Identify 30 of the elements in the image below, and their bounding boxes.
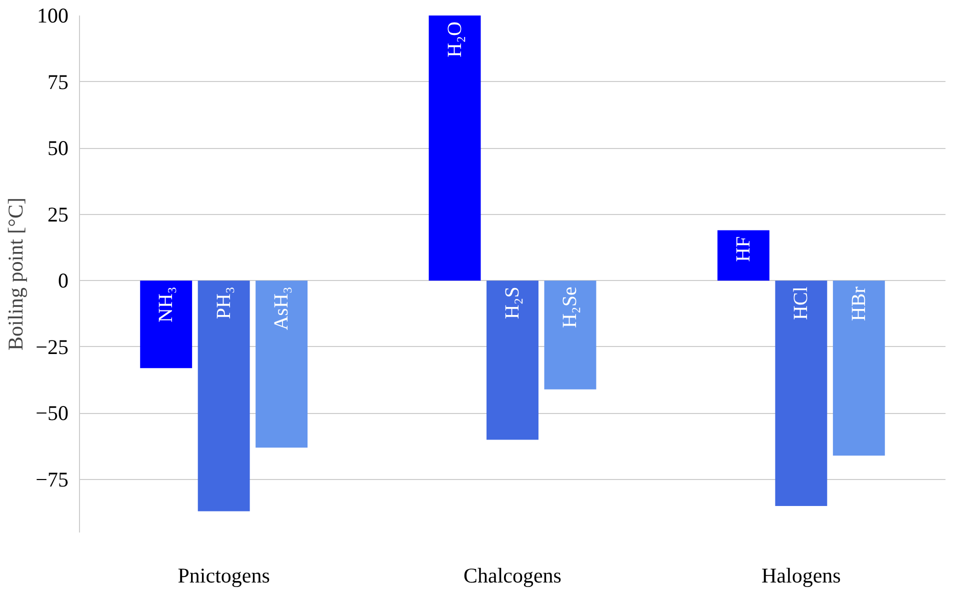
bar bbox=[256, 280, 308, 448]
y-tick-label: 25 bbox=[48, 202, 68, 226]
annotation: NH₃ bbox=[155, 286, 178, 322]
y-tick-label: 100 bbox=[37, 4, 68, 28]
y-axis-title: Boiling point [°C] bbox=[4, 197, 28, 351]
annotation: AsH₃ bbox=[270, 286, 293, 330]
x-tick-label: Halogens bbox=[762, 564, 841, 588]
y-tick-label: 50 bbox=[48, 136, 68, 160]
y-tick-label: 75 bbox=[48, 70, 68, 94]
bar bbox=[486, 280, 538, 440]
bar bbox=[140, 280, 192, 368]
bar bbox=[428, 16, 481, 281]
bar bbox=[198, 280, 250, 512]
bar bbox=[544, 280, 596, 390]
x-tick-label: Chalcogens bbox=[464, 564, 562, 588]
annotation: HF bbox=[732, 236, 754, 262]
annotation: HCl bbox=[790, 286, 812, 320]
annotation: H₂O bbox=[444, 22, 466, 58]
annotation: HBr bbox=[848, 286, 870, 322]
y-tick-label: −75 bbox=[36, 467, 68, 492]
bar bbox=[717, 230, 770, 281]
annotation: H₂S bbox=[502, 286, 524, 320]
annotation: H₂Se bbox=[559, 286, 582, 328]
annotation: PH₃ bbox=[212, 286, 235, 320]
x-tick-label: Pnictogens bbox=[178, 564, 270, 588]
bar bbox=[775, 280, 828, 506]
y-tick-label: −50 bbox=[36, 401, 68, 426]
bar bbox=[832, 280, 885, 456]
y-tick-label: −25 bbox=[36, 334, 68, 359]
y-tick-label: 0 bbox=[58, 268, 68, 293]
